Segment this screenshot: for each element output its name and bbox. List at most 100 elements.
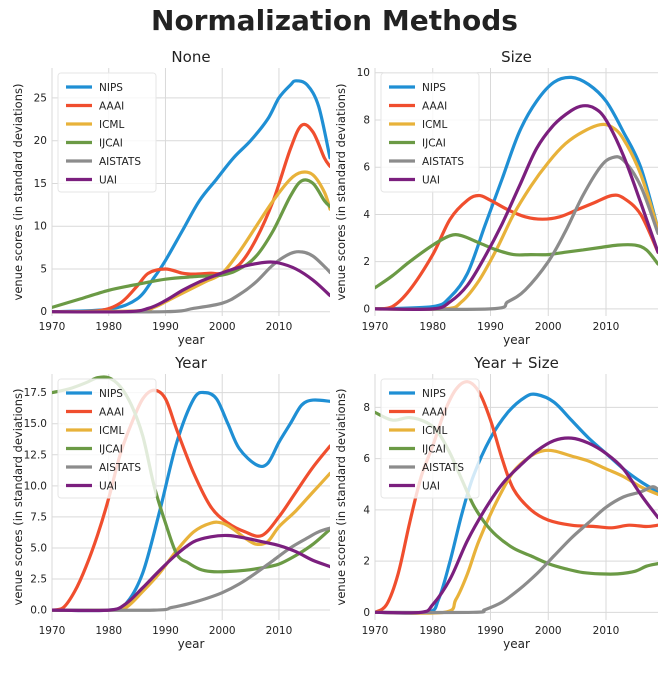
x-tick-label: 1980 — [95, 321, 122, 333]
legend: NIPS AAAI ICML IJCAI AISTATS UAI — [57, 378, 157, 499]
legend-label-icml: ICML — [422, 119, 447, 131]
x-tick-label: 1990 — [152, 625, 179, 637]
series-lines — [52, 79, 330, 314]
legend-label-aaai: AAAI — [99, 101, 124, 113]
legend-label-aaai: AAAI — [99, 407, 124, 419]
y-tick-label: 25 — [34, 92, 47, 104]
x-tick-label: 1990 — [477, 625, 504, 637]
x-tick-label: 2010 — [266, 625, 293, 637]
x-tick-label: 1970 — [39, 625, 66, 637]
x-tick-label: 2010 — [266, 321, 293, 333]
legend-label-aistats: AISTATS — [99, 462, 141, 474]
y-tick-label: 8 — [363, 402, 370, 414]
series-line-uai — [52, 260, 330, 314]
series-line-aaai — [375, 193, 658, 311]
series-line-nips — [52, 79, 330, 314]
y-tick-label: 6 — [363, 453, 370, 465]
x-tick-label: 2000 — [209, 321, 236, 333]
x-tick-label: 2000 — [535, 321, 562, 333]
series-line-ijcai — [375, 233, 658, 290]
y-tick-label: 10.0 — [24, 480, 47, 492]
legend-label-nips: NIPS — [99, 82, 123, 94]
y-tick-label: 15.0 — [24, 418, 47, 430]
legend-label-ijcai: IJCAI — [422, 138, 446, 150]
y-tick-label: 6 — [363, 162, 370, 174]
series-lines — [375, 380, 658, 615]
y-tick-label: 8 — [363, 114, 370, 126]
y-tick-label: 17.5 — [24, 387, 47, 399]
x-tick-label: 2000 — [209, 625, 236, 637]
figure-title: Normalization Methods — [151, 4, 518, 37]
legend-label-aistats: AISTATS — [422, 462, 464, 474]
chart-panel-4: 1970 1980 1990 2000 2010 0 2 4 6 8 Year + Size year… — [334, 354, 658, 651]
legend-label-icml: ICML — [99, 425, 124, 437]
y-tick-label: 5 — [40, 263, 47, 275]
y-tick-label: 10 — [357, 67, 370, 79]
legend-label-aaai: AAAI — [422, 101, 447, 113]
legend-label-icml: ICML — [422, 425, 447, 437]
legend-label-ijcai: IJCAI — [99, 138, 123, 150]
series-lines — [375, 75, 658, 312]
series-lines — [52, 375, 330, 613]
legend-label-aistats: AISTATS — [422, 156, 464, 168]
x-tick-label: 2010 — [593, 321, 620, 333]
y-axis-label: venue scores (in standard deviations) — [11, 84, 25, 301]
y-tick-label: 0 — [363, 303, 370, 315]
x-axis-label: year — [178, 333, 205, 347]
legend-label-ijcai: IJCAI — [99, 444, 123, 456]
y-tick-label: 20 — [34, 135, 47, 147]
x-axis-label: year — [178, 637, 205, 651]
y-tick-label: 2 — [363, 256, 370, 268]
y-tick-label: 5.0 — [30, 542, 47, 554]
panel-title: None — [171, 48, 210, 66]
legend: NIPS AAAI ICML IJCAI AISTATS UAI — [380, 72, 480, 193]
series-line-uai — [375, 104, 658, 312]
x-tick-label: 1990 — [477, 321, 504, 333]
y-tick-label: 15 — [34, 178, 47, 190]
legend-label-uai: UAI — [99, 481, 117, 493]
y-tick-label: 7.5 — [30, 511, 47, 523]
legend-label-aaai: AAAI — [422, 407, 447, 419]
y-tick-label: 0 — [363, 607, 370, 619]
x-axis-label: year — [503, 333, 530, 347]
x-tick-label: 1980 — [419, 625, 446, 637]
legend-label-uai: UAI — [99, 175, 117, 187]
chart-panel-2: 1970 1980 1990 2000 2010 0 2 4 6 8 10 Size year venue… — [334, 48, 658, 347]
chart-panel-1: 1970 1980 1990 2000 2010 0 5 10 15 20 25 None year ve… — [11, 48, 330, 347]
y-tick-label: 0 — [40, 306, 47, 318]
x-tick-label: 1990 — [152, 321, 179, 333]
panel-title: Year — [174, 354, 208, 372]
x-tick-label: 1970 — [362, 625, 389, 637]
series-line-uai — [375, 436, 658, 615]
y-axis-label: venue scores (in standard deviations) — [334, 84, 348, 301]
legend-label-nips: NIPS — [422, 388, 446, 400]
y-axis-label: venue scores (in standard deviations) — [334, 389, 348, 606]
legend-label-nips: NIPS — [99, 388, 123, 400]
series-line-icml — [375, 122, 658, 312]
series-line-icml — [52, 471, 330, 612]
y-tick-label: 4 — [363, 209, 370, 221]
legend-label-ijcai: IJCAI — [422, 444, 446, 456]
y-tick-label: 2.5 — [30, 574, 47, 586]
legend-label-nips: NIPS — [422, 82, 446, 94]
y-tick-label: 4 — [363, 504, 370, 516]
legend-label-aistats: AISTATS — [99, 156, 141, 168]
series-line-aaai — [52, 388, 330, 612]
x-tick-label: 1970 — [362, 321, 389, 333]
series-line-aaai — [375, 380, 658, 614]
x-tick-label: 2010 — [593, 625, 620, 637]
legend: NIPS AAAI ICML IJCAI AISTATS UAI — [57, 72, 157, 193]
panel-title: Size — [501, 48, 532, 66]
x-axis-label: year — [503, 637, 530, 651]
legend: NIPS AAAI ICML IJCAI AISTATS UAI — [380, 378, 480, 499]
x-tick-label: 1970 — [39, 321, 66, 333]
series-line-aistats — [52, 250, 330, 314]
y-tick-label: 2 — [363, 556, 370, 568]
x-tick-label: 2000 — [535, 625, 562, 637]
legend-label-icml: ICML — [99, 119, 124, 131]
y-tick-label: 10 — [34, 221, 47, 233]
y-tick-label: 0.0 — [30, 605, 47, 617]
series-line-uai — [52, 533, 330, 613]
